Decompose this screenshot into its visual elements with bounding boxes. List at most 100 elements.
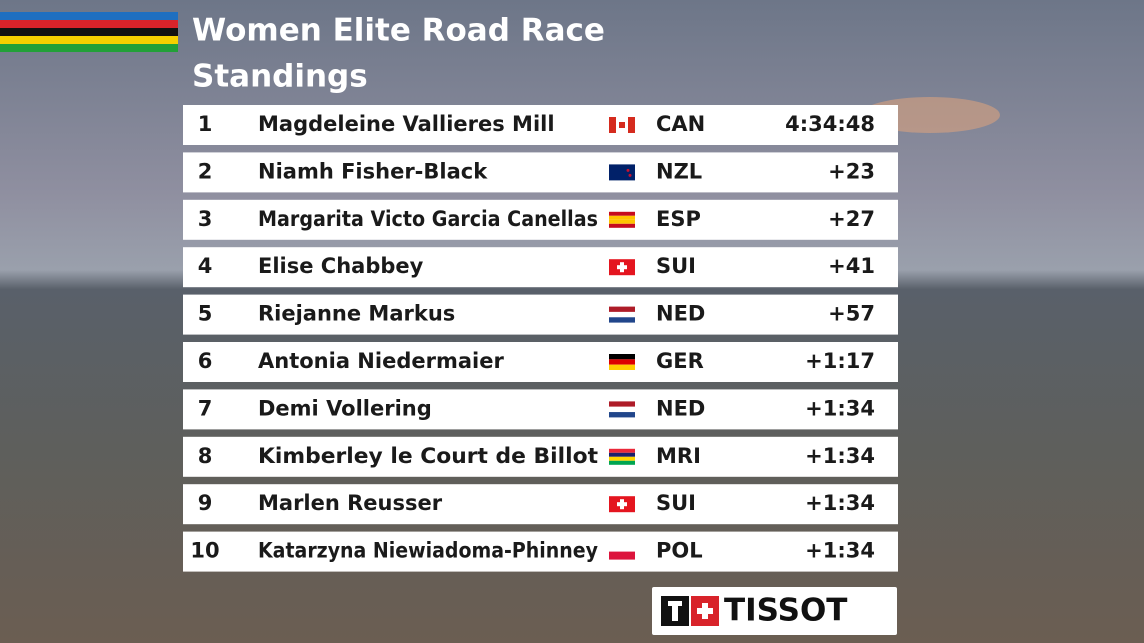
flag-stripe [609, 364, 635, 370]
rider-name: Marlen Reusser [258, 491, 443, 515]
time: +41 [828, 254, 875, 278]
flag-stripe [609, 452, 635, 457]
flag-part [609, 117, 616, 133]
row-background [183, 531, 898, 572]
standing-row: 1 Magdeleine Vallieres Mill CAN 4:34:48 [183, 105, 898, 145]
time: +1:17 [805, 349, 875, 373]
row-background [183, 342, 898, 382]
flag-stripe [609, 215, 635, 220]
rank: 2 [198, 159, 213, 183]
rank: 3 [198, 207, 213, 231]
country-code: SUI [656, 491, 696, 515]
rider-name: Niamh Fisher-Black [258, 159, 488, 183]
row-background [183, 199, 898, 240]
flag-stripe [609, 306, 635, 312]
flag-stripe [609, 543, 635, 552]
flag-stripe [609, 401, 635, 407]
rainbow-stripes [0, 12, 178, 52]
standing-row: 6 Antonia Niedermaier GER +1:17 [183, 342, 898, 382]
flag-part [617, 265, 627, 270]
standing-row: 2 Niamh Fisher-Black NZL +23 [183, 152, 898, 193]
standing-row: 9 Marlen Reusser SUI +1:34 [183, 484, 898, 525]
rider-name: Antonia Niedermaier [258, 349, 504, 373]
standing-row: 4 Elise Chabbey SUI +41 [183, 247, 898, 288]
standing-row: 7 Demi Vollering NED +1:34 [183, 389, 898, 430]
row-background [183, 389, 898, 430]
flag-stripe [609, 448, 635, 453]
flag [609, 401, 635, 418]
flag-part [609, 164, 635, 181]
rider-name: Katarzyna Niewiadoma-Phinney [258, 539, 598, 563]
time: +1:34 [805, 444, 875, 468]
flag-part [619, 122, 625, 128]
flag [609, 211, 635, 228]
flag-part [626, 168, 630, 172]
flag-stripe [609, 456, 635, 461]
standings-table: 1 Magdeleine Vallieres Mill CAN 4:34:48 2 Nia… [183, 105, 898, 572]
flag-stripe [609, 406, 635, 413]
flag-part [628, 117, 635, 133]
standing-row: 5 Riejanne Markus NED +57 [183, 294, 898, 335]
flag-stripe [609, 211, 635, 216]
flag-part [617, 502, 627, 507]
rider-name: Riejanne Markus [258, 302, 455, 326]
row-background [183, 152, 898, 193]
flag-part [628, 173, 632, 177]
flag-stripe [609, 317, 635, 323]
flag-stripe [609, 460, 635, 465]
country-code: CAN [656, 112, 705, 136]
country-code: NED [656, 396, 705, 420]
sponsor-name: TISSOT [724, 593, 847, 629]
country-code: NZL [656, 159, 702, 183]
row-background [183, 294, 898, 335]
time: +1:34 [805, 396, 875, 420]
flag [609, 117, 635, 133]
time: +57 [828, 302, 875, 326]
flag-stripe [609, 354, 635, 360]
country-code: SUI [656, 254, 696, 278]
subtitle: Standings [192, 59, 368, 95]
rider-name: Kimberley le Court de Billot [258, 444, 598, 468]
row-background [183, 484, 898, 525]
flag [609, 543, 635, 560]
rank: 10 [190, 539, 219, 563]
time: +1:34 [805, 539, 875, 563]
rank: 5 [198, 302, 213, 326]
row-background [183, 105, 898, 145]
rider-name: Demi Vollering [258, 396, 432, 420]
flag [609, 164, 635, 181]
rank: 1 [198, 112, 213, 136]
flag-stripe [609, 311, 635, 318]
flag-stripe [609, 359, 635, 365]
flag [609, 259, 635, 276]
country-code: NED [656, 302, 705, 326]
standing-row: 10 Katarzyna Niewiadoma-Phinney POL +1:34 [183, 531, 898, 572]
rank: 6 [198, 349, 213, 373]
standing-row: 3 Margarita Victo Garcia Canellas ESP +27 [183, 199, 898, 240]
time: 4:34:48 [785, 112, 875, 136]
flag-stripe [609, 412, 635, 418]
country-code: ESP [656, 207, 701, 231]
flag [609, 306, 635, 323]
country-code: MRI [656, 444, 701, 468]
rider-name: Margarita Victo Garcia Canellas [258, 207, 598, 231]
time: +27 [828, 207, 875, 231]
flag [609, 496, 635, 513]
rider-name: Magdeleine Vallieres Mill [258, 112, 555, 136]
flag-stripe [609, 551, 635, 560]
row-background [183, 436, 898, 477]
sponsor-box: TISSOT [652, 587, 897, 635]
rank: 4 [198, 254, 213, 278]
flag [609, 354, 635, 370]
flag-stripe [609, 219, 635, 224]
rank: 9 [198, 491, 213, 515]
rank: 7 [198, 396, 213, 420]
rider-name: Elise Chabbey [258, 254, 424, 278]
country-code: GER [656, 349, 704, 373]
row-background [183, 247, 898, 288]
title: Women Elite Road Race [192, 13, 605, 49]
standing-row: 8 Kimberley le Court de Billot MRI +1:34 [183, 436, 898, 477]
time: +23 [828, 159, 875, 183]
